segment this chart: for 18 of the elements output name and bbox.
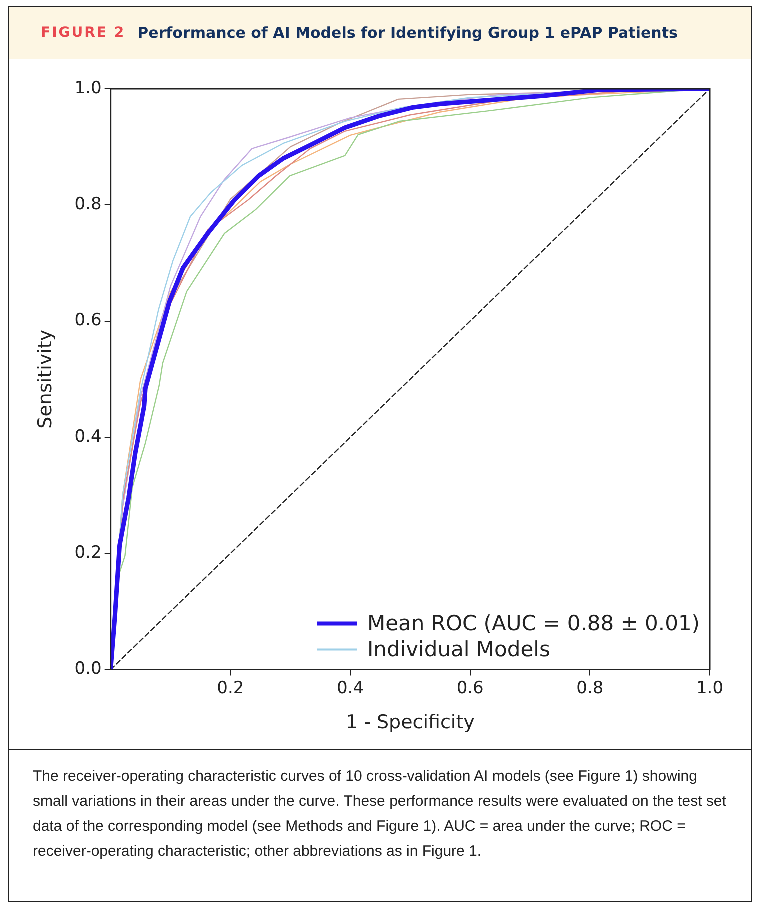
y-tick-label: 0.0 <box>74 659 102 680</box>
y-tick-label: 0.8 <box>74 194 102 215</box>
chart-title: Performance of AI Models for Identifying Group 1 ePAP Patients <box>138 24 678 42</box>
x-tick-label: 0.6 <box>456 678 484 698</box>
x-tick-label: 1.0 <box>696 678 724 698</box>
caption: FIGURE 2 <box>41 25 126 41</box>
legend-label: Mean ROC (AUC = 0.88 ± 0.01) <box>367 611 700 636</box>
x-tick-label: 0.4 <box>336 678 364 698</box>
text: The receiver-operating characteristic curves of 10 cross-validation AI models (see Figure 1) showing small variations in their areas under the curve. These performance results were evaluated on the test set data of the corresponding model (see Methods and Figure 1). AUC = area under the curve; ROC = receiver-operating characteristic; other abbreviations as in Figure 1. <box>9 749 751 864</box>
x-tick-label: 0.8 <box>576 678 604 698</box>
y-tick-label: 1.0 <box>74 78 102 98</box>
y-tick-label: 0.2 <box>74 543 102 564</box>
x-axis-title: 1 - Specificity <box>346 712 475 734</box>
x-tick-label: 0.2 <box>217 678 244 698</box>
y-tick-label: 0.4 <box>74 426 102 447</box>
y-axis-title: Sensitivity <box>34 330 56 429</box>
legend-label: Individual Models <box>367 637 550 662</box>
y-tick-label: 0.6 <box>74 310 102 331</box>
